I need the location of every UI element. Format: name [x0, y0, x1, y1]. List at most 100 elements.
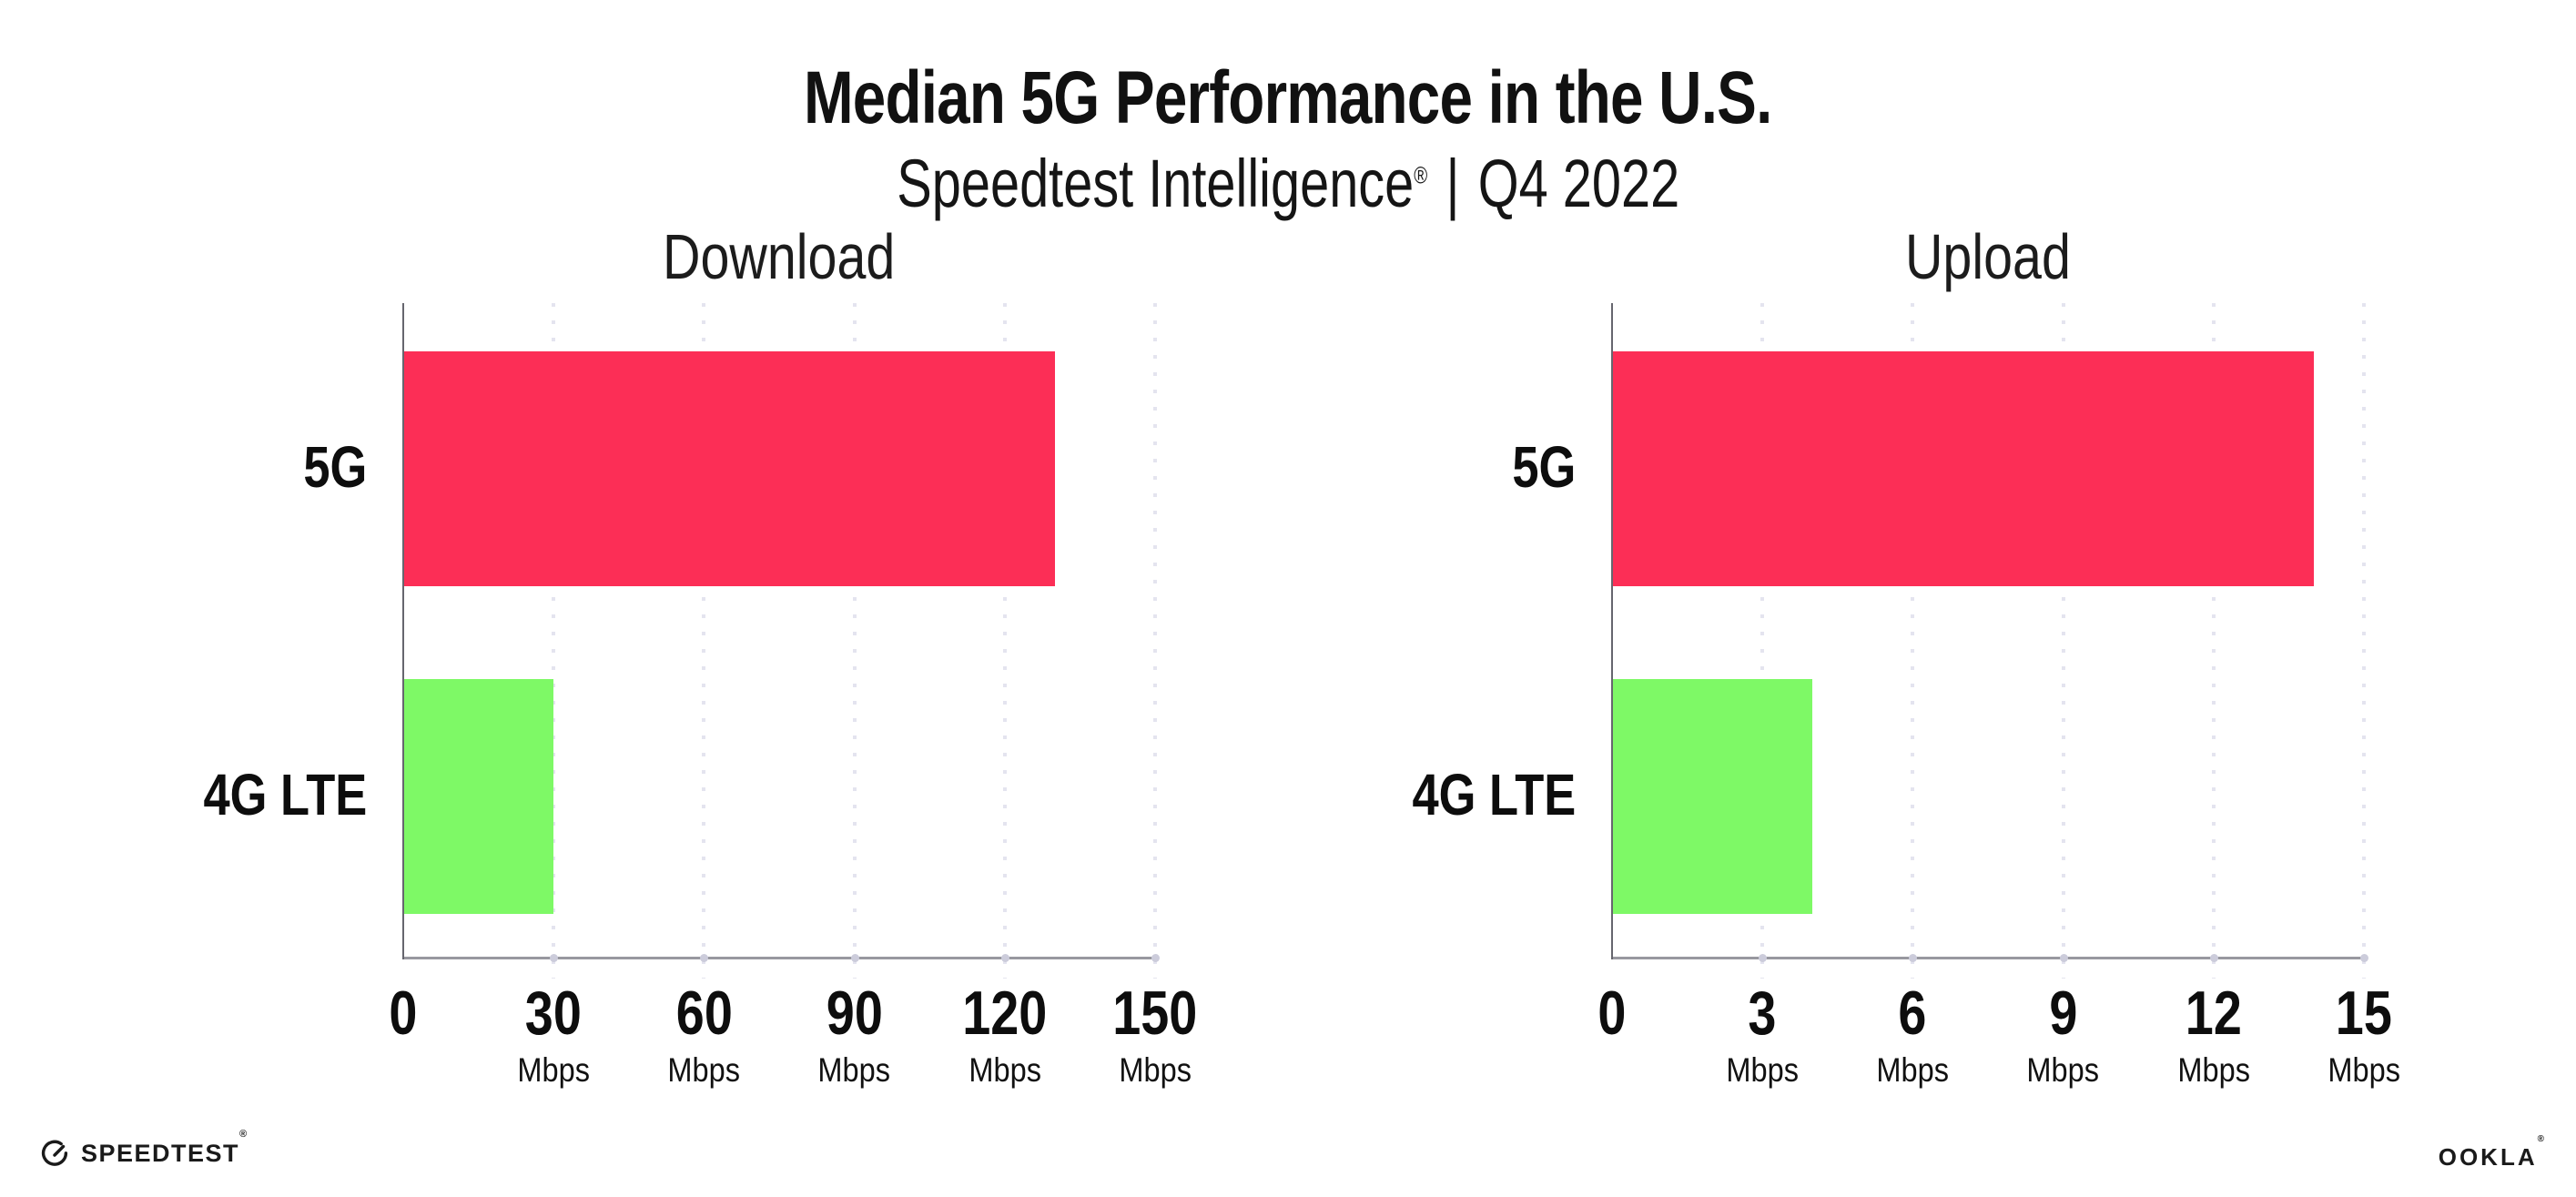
x-tick-unit-text: Mbps	[1119, 1051, 1192, 1089]
axis-tick-dot	[550, 954, 559, 962]
x-tick-number: 120	[962, 979, 1048, 1048]
subtitle-period: Q4 2022	[1477, 146, 1679, 222]
speedtest-logo: SPEEDTEST®	[40, 1128, 248, 1169]
x-tick-label: 120 Mbps	[905, 979, 1105, 1090]
x-tick-unit: Mbps	[603, 1051, 804, 1090]
x-tick-unit-text: Mbps	[2176, 1051, 2250, 1089]
page-title-text: Median 5G Performance in the U.S.	[804, 56, 1772, 139]
x-tick-label: 3 Mbps	[1662, 979, 1862, 1090]
gridline	[852, 303, 857, 979]
x-tick-number: 30	[525, 979, 583, 1048]
x-tick-unit: Mbps	[755, 1051, 955, 1090]
category-label-text: 5G	[302, 434, 367, 500]
x-tick-number: 150	[1112, 979, 1198, 1048]
x-tick-unit: Mbps	[1963, 1051, 2164, 1090]
gridline	[1153, 303, 1157, 979]
x-tick-number: 12	[2185, 979, 2242, 1048]
x-tick-unit-text: Mbps	[1876, 1051, 1950, 1089]
gridline	[2211, 303, 2216, 979]
x-tick-unit: Mbps	[1055, 1051, 1255, 1090]
ookla-wordmark: OOKLA	[2438, 1143, 2538, 1171]
x-tick-unit-text: Mbps	[817, 1051, 891, 1089]
category-label-text: 4G LTE	[203, 762, 367, 827]
axis-tick-dot	[2360, 954, 2368, 962]
chart-title: Download	[403, 221, 1155, 292]
registered-mark-icon: ®	[1414, 161, 1427, 189]
bar-4g-lte	[1612, 679, 1812, 914]
x-tick-unit: Mbps	[2114, 1051, 2314, 1090]
page-subtitle: Speedtest Intelligence® | Q4 2022	[0, 145, 2576, 222]
axis-tick-dot	[1151, 954, 1160, 962]
gridline	[702, 303, 706, 979]
x-tick-number: 9	[2049, 979, 2078, 1048]
axis-tick-dot	[700, 954, 709, 962]
axis-tick-dot	[850, 954, 859, 962]
x-tick-unit: Mbps	[1662, 1051, 1862, 1090]
x-axis	[403, 957, 1155, 959]
x-tick-unit: Mbps	[2264, 1051, 2464, 1090]
chart-title-text: Upload	[1905, 221, 2071, 292]
page-subtitle-text: Speedtest Intelligence® | Q4 2022	[897, 145, 1679, 222]
x-tick-unit-text: Mbps	[2328, 1051, 2400, 1089]
axis-tick-dot	[1909, 954, 1918, 962]
x-tick-number: 15	[2335, 979, 2393, 1048]
x-tick-label: 12 Mbps	[2114, 979, 2314, 1090]
plot-area: 5G 4G LTE 0 30 Mbps 60 Mbps 90 Mbps 120 Mbps 150 Mbp…	[203, 303, 1198, 1089]
category-label: 4G LTE	[0, 631, 367, 959]
speedtest-registered-icon: ®	[239, 1128, 248, 1140]
plot-area: 5G 4G LTE 0 3 Mbps 6 Mbps 9 Mbps 12 Mbps 15 Mbps	[1412, 303, 2400, 1089]
x-tick-unit-text: Mbps	[968, 1051, 1041, 1089]
x-tick-label: 0	[1512, 979, 1712, 1048]
x-tick-number: 6	[1898, 979, 1927, 1048]
x-tick-number: 90	[826, 979, 883, 1048]
bar-4g-lte	[403, 679, 553, 914]
page-title: Median 5G Performance in the U.S.	[0, 56, 2576, 141]
x-tick-unit: Mbps	[1812, 1051, 2013, 1090]
ookla-registered-icon: ®	[2537, 1134, 2547, 1144]
chart-title: Upload	[1612, 221, 2364, 292]
x-tick-unit-text: Mbps	[517, 1051, 590, 1089]
y-axis	[402, 303, 404, 959]
x-tick-unit: Mbps	[905, 1051, 1105, 1090]
x-tick-number: 3	[1748, 979, 1777, 1048]
category-label-text: 4G LTE	[1412, 762, 1576, 827]
x-tick-label: 9 Mbps	[1963, 979, 2164, 1090]
x-tick-label: 90 Mbps	[755, 979, 955, 1090]
category-label-text: 5G	[1511, 434, 1576, 500]
gridline	[552, 303, 556, 979]
x-tick-number: 0	[1597, 979, 1627, 1048]
x-tick-unit-text: Mbps	[1726, 1051, 1799, 1089]
subtitle-brand: Speedtest Intelligence	[897, 146, 1415, 222]
gridline	[1760, 303, 1765, 979]
axis-tick-dot	[2209, 954, 2218, 962]
x-tick-label: 0	[303, 979, 503, 1048]
x-tick-number: 60	[675, 979, 733, 1048]
x-tick-label: 6 Mbps	[1812, 979, 2013, 1090]
download-chart: Download 5G 4G LTE 0 30 Mbps 60 Mbps 90 Mbps 120 Mb…	[203, 225, 1198, 1089]
category-label: 5G	[1184, 303, 1576, 631]
axis-tick-dot	[1759, 954, 1768, 962]
x-tick-label: 150 Mbps	[1055, 979, 1255, 1090]
y-axis	[1611, 303, 1613, 959]
speedtest-wordmark: SPEEDTEST®	[81, 1128, 248, 1167]
x-tick-label: 30 Mbps	[453, 979, 654, 1090]
x-tick-unit-text: Mbps	[2026, 1051, 2100, 1089]
x-axis	[1612, 957, 2364, 959]
bar-5g	[403, 351, 1055, 586]
x-tick-label: 15 Mbps	[2264, 979, 2464, 1090]
x-tick-unit-text: Mbps	[667, 1051, 741, 1089]
ookla-logo: OOKLA®	[2438, 1135, 2547, 1172]
category-label: 5G	[0, 303, 367, 631]
gridline	[1002, 303, 1007, 979]
x-tick-number: 0	[389, 979, 418, 1048]
category-label: 4G LTE	[1184, 631, 1576, 959]
upload-chart: Upload 5G 4G LTE 0 3 Mbps 6 Mbps 9 Mbps 12 Mbps 15 Mb…	[1412, 225, 2400, 1089]
gridline	[2061, 303, 2065, 979]
chart-title-text: Download	[663, 221, 896, 292]
gridline	[1911, 303, 1915, 979]
axis-tick-dot	[1000, 954, 1009, 962]
bar-5g	[1612, 351, 2314, 586]
x-tick-label: 60 Mbps	[603, 979, 804, 1090]
x-tick-unit: Mbps	[453, 1051, 654, 1090]
